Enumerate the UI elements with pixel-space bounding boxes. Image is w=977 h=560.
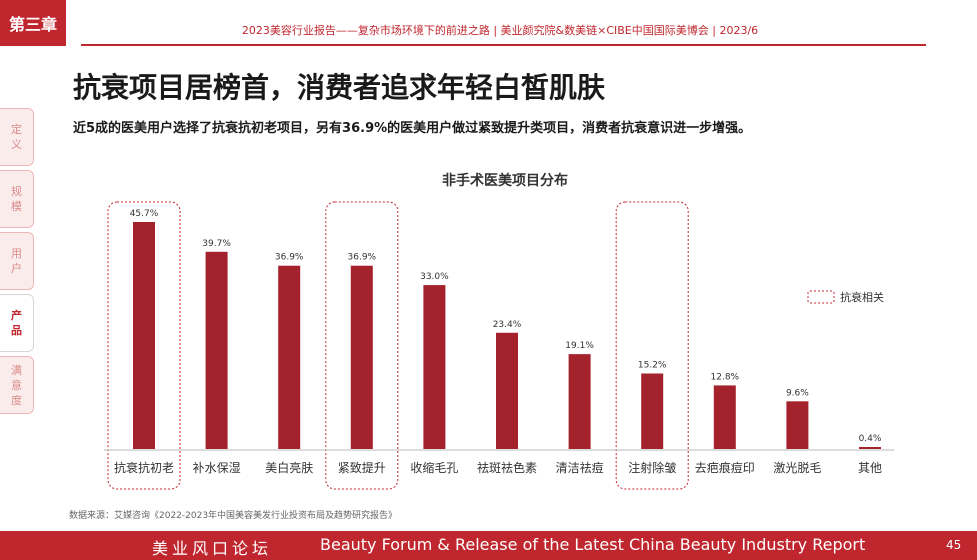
- bar-value-label: 39.7%: [202, 239, 231, 249]
- side-tab-char: 产: [11, 309, 22, 322]
- side-tab-char: 定: [11, 123, 22, 136]
- bar-value-label: 45.7%: [130, 209, 159, 219]
- bar: [859, 447, 881, 449]
- side-tab-users[interactable]: 用户: [0, 232, 34, 290]
- category-label: 清洁祛痘: [556, 460, 604, 475]
- category-label: 其他: [858, 461, 882, 475]
- page-title: 抗衰项目居榜首，消费者追求年轻白皙肌肤: [73, 71, 606, 104]
- header-divider: [81, 44, 926, 46]
- category-label: 抗衰抗初老: [114, 460, 174, 475]
- category-label: 收缩毛孔: [410, 460, 458, 475]
- side-tab-char: 品: [11, 324, 22, 337]
- bar-value-label: 9.6%: [786, 388, 809, 398]
- chapter-tag: 第三章: [0, 0, 66, 46]
- category-label: 注射除皱: [628, 460, 676, 475]
- footer-forum-name: 美业风口论坛: [152, 539, 273, 558]
- bar: [133, 222, 155, 449]
- bar: [278, 265, 301, 449]
- footer-report-name: Beauty Forum & Release of the Latest Chi…: [320, 535, 866, 554]
- highlight-frame: [325, 201, 399, 490]
- bar: [205, 251, 228, 449]
- side-tab-char: 模: [11, 200, 22, 213]
- bar-value-label: 23.4%: [493, 320, 522, 330]
- side-tab-char: 度: [11, 393, 22, 407]
- bar-value-label: 36.9%: [348, 253, 377, 263]
- bar: [350, 265, 373, 449]
- side-tab-products[interactable]: 产品: [0, 294, 34, 352]
- bar-value-label: 15.2%: [638, 360, 667, 370]
- bar: [786, 401, 809, 449]
- category-label: 紧致提升: [338, 460, 386, 475]
- bar: [423, 285, 446, 449]
- side-tab-definition[interactable]: 定义: [0, 108, 34, 166]
- highlight-frame: [107, 201, 181, 490]
- side-tab-char: 用: [11, 247, 22, 260]
- side-tab-char: 义: [11, 138, 22, 151]
- legend-swatch: [807, 290, 835, 304]
- data-source: 数据来源：艾媒咨询《2022-2023年中国美容美发行业投资布局及趋势研究报告》: [69, 511, 398, 521]
- report-header: 2023美容行业报告——复杂市场环境下的前进之路 | 美业颜究院&数美链×CIB…: [241, 24, 759, 37]
- bar-value-label: 36.9%: [275, 253, 304, 263]
- page-number: 45: [946, 538, 962, 552]
- category-label: 去疤痕痘印: [695, 460, 755, 475]
- bar-value-label: 0.4%: [859, 434, 882, 444]
- chart-title: 非手术医美项目分布: [442, 173, 568, 189]
- highlight-frame: [615, 201, 689, 490]
- legend-label: 抗衰相关: [840, 290, 884, 304]
- bar-chart: 45.7% 抗衰抗初老 39.7% 补水保湿 36.9% 美白亮肤 36.9% 紧致提升 33.…: [104, 201, 894, 490]
- bar: [568, 354, 591, 449]
- side-tab-char: 户: [11, 262, 22, 275]
- category-label: 补水保湿: [193, 460, 241, 475]
- category-label: 祛斑祛色素: [477, 461, 537, 475]
- page-subtitle: 近5成的医美用户选择了抗衰抗初老项目，另有36.9%的医美用户做过紧致提升类项目…: [73, 121, 752, 136]
- bar-value-label: 19.1%: [565, 341, 594, 351]
- footer-bar: 美业风口论坛 Beauty Forum & Release of the Lat…: [0, 531, 977, 560]
- side-tab-satisfaction[interactable]: 满意度: [0, 356, 34, 414]
- bar-value-label: 12.8%: [711, 372, 740, 382]
- side-tab-scale[interactable]: 规模: [0, 170, 34, 228]
- bar-value-label: 33.0%: [420, 272, 449, 282]
- bar: [496, 332, 518, 449]
- bar: [641, 373, 664, 449]
- side-tab-char: 意: [11, 378, 22, 392]
- bar: [713, 385, 736, 449]
- side-tab-char: 满: [11, 363, 22, 377]
- category-label: 激光脱毛: [773, 460, 821, 475]
- side-tab-char: 规: [11, 185, 22, 198]
- category-label: 美白亮肤: [265, 460, 313, 475]
